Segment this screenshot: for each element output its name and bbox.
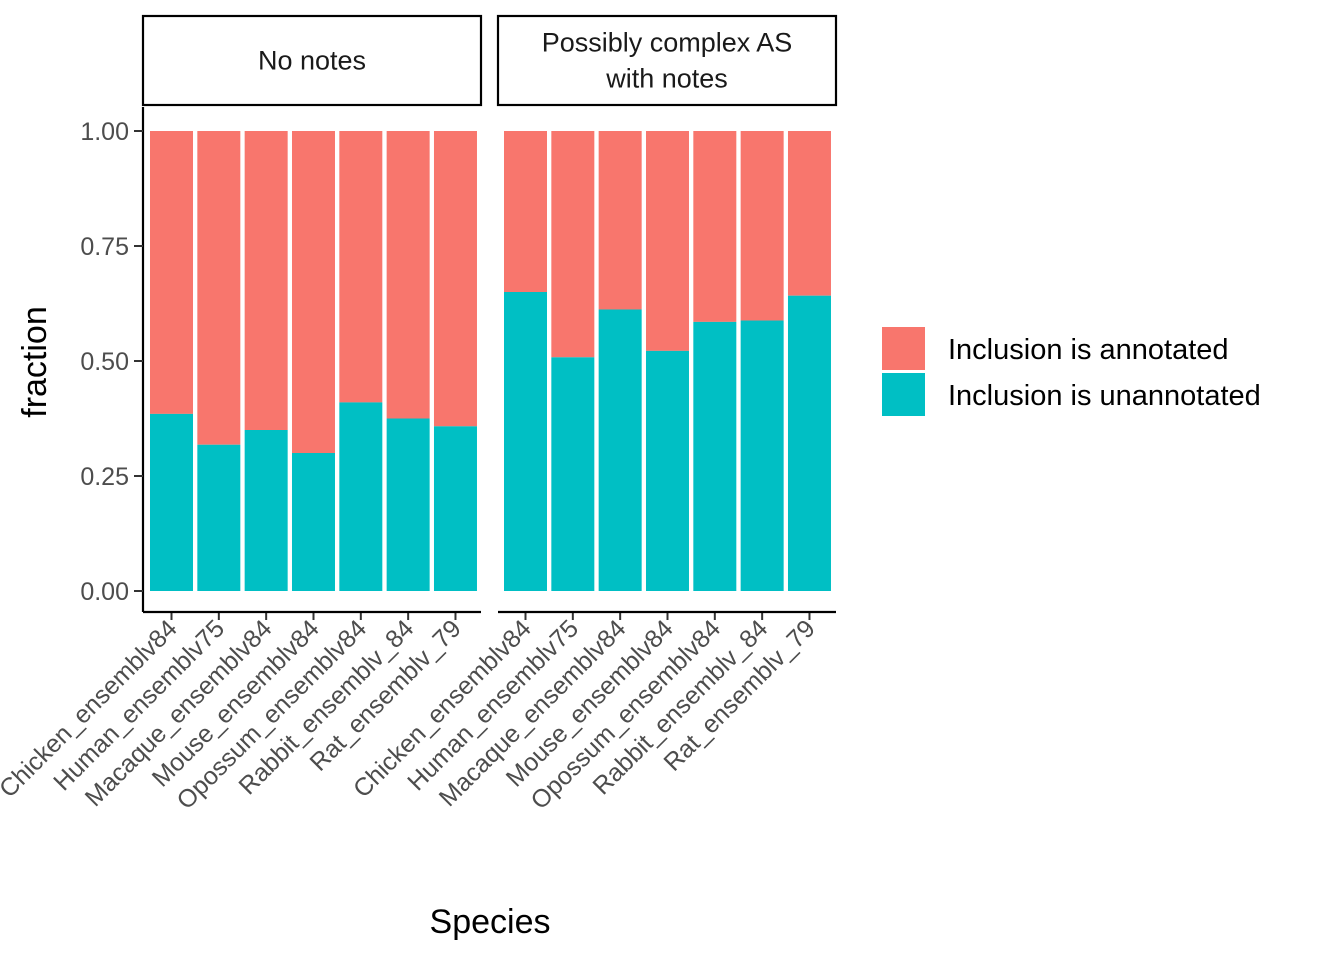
bar-unannotated xyxy=(291,453,335,591)
facet-strip-label: with notes xyxy=(605,64,728,94)
bar-unannotated xyxy=(598,309,642,591)
y-tick-label: 1.00 xyxy=(80,118,129,146)
facet-strip xyxy=(496,14,838,107)
x-axis-title: Species xyxy=(430,903,551,941)
legend-key xyxy=(882,327,925,370)
y-axis: 0.00 0.25 0.50 0.75 1.00 xyxy=(80,107,145,612)
y-tick-label: 0.25 xyxy=(80,463,129,491)
y-tick-label: 0.50 xyxy=(80,348,129,376)
facet-panel: No notesChicken_ensemblv84Human_ensemblv… xyxy=(0,14,483,815)
bar-annotated xyxy=(645,131,689,351)
bar-unannotated xyxy=(504,292,547,591)
bar-unannotated xyxy=(740,320,784,591)
bar-annotated xyxy=(197,131,241,445)
bar-unannotated xyxy=(197,444,241,591)
bar-unannotated xyxy=(244,430,288,591)
bar-unannotated xyxy=(787,295,831,591)
bar-annotated xyxy=(740,131,784,321)
y-tick-label: 0.00 xyxy=(80,578,129,606)
facet-strip-label: Possibly complex AS xyxy=(542,28,793,58)
y-tick-label: 0.75 xyxy=(80,233,129,261)
bar-annotated xyxy=(551,131,595,358)
bar-annotated xyxy=(386,131,430,419)
bar-unannotated xyxy=(150,413,193,591)
y-axis-title: fraction xyxy=(16,306,54,418)
bar-unannotated xyxy=(433,426,477,591)
bar-annotated xyxy=(339,131,383,403)
legend-label: Inclusion is unannotated xyxy=(948,380,1261,412)
legend-key xyxy=(882,373,925,416)
bar-annotated xyxy=(787,131,831,296)
bar-annotated xyxy=(150,131,193,414)
bar-unannotated xyxy=(386,418,430,591)
bar-unannotated xyxy=(693,321,737,591)
bar-unannotated xyxy=(551,357,595,591)
bar-annotated xyxy=(433,131,477,427)
bar-annotated xyxy=(291,131,335,453)
facet-strip-label: No notes xyxy=(258,46,366,76)
facet-strip xyxy=(141,14,483,107)
bar-annotated xyxy=(693,131,737,322)
bar-unannotated xyxy=(339,402,383,591)
legend: Inclusion is annotated Inclusion is unann… xyxy=(882,327,1261,416)
legend-label: Inclusion is annotated xyxy=(948,334,1229,366)
bar-annotated xyxy=(244,131,288,430)
bar-annotated xyxy=(504,131,547,292)
bar-annotated xyxy=(598,131,642,310)
bar-unannotated xyxy=(645,350,689,591)
